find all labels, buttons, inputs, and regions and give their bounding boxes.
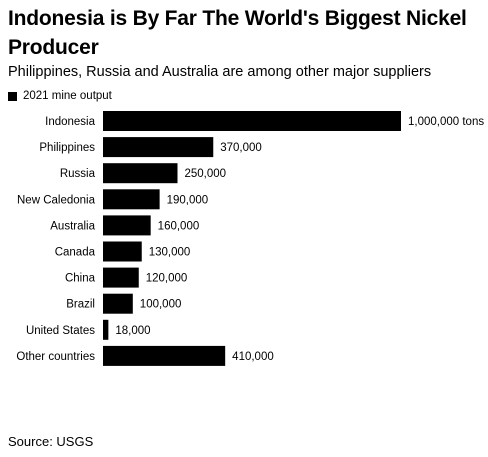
value-label: 130,000: [149, 247, 191, 259]
value-label: 410,000: [232, 351, 274, 363]
category-label: Indonesia: [45, 116, 95, 128]
category-label: Brazil: [66, 299, 95, 311]
category-label: Australia: [50, 220, 95, 232]
category-label: Canada: [55, 247, 96, 259]
legend: 2021 mine output: [8, 89, 112, 103]
value-label: 120,000: [146, 273, 188, 285]
bar: [103, 111, 401, 131]
category-label: New Caledonia: [17, 194, 96, 206]
chart-title: Indonesia is By Far The World's Biggest …: [8, 7, 467, 59]
category-label: Other countries: [16, 351, 95, 363]
category-label: Philippines: [39, 142, 95, 154]
bar: [103, 241, 142, 262]
value-label: 250,000: [185, 168, 227, 180]
bar: [103, 267, 139, 288]
value-label: 160,000: [158, 220, 200, 232]
value-label: 100,000: [140, 299, 182, 311]
bar: [103, 215, 151, 236]
value-label: 1,000,000 tons: [408, 116, 484, 128]
source-note: Source: USGS: [8, 434, 94, 449]
bar: [103, 345, 226, 366]
bar: [103, 137, 214, 158]
bar: [103, 319, 109, 340]
value-label: 190,000: [167, 194, 209, 206]
bar: [103, 189, 160, 210]
bar: [103, 163, 178, 184]
value-label: 370,000: [220, 142, 262, 154]
chart-subtitle: Philippines, Russia and Australia are am…: [8, 64, 432, 80]
legend-swatch: [8, 91, 17, 101]
category-label: United States: [26, 325, 95, 337]
category-label: Russia: [60, 168, 96, 180]
legend-label: 2021 mine output: [23, 90, 112, 102]
value-label: 18,000: [115, 325, 150, 337]
bar: [103, 293, 133, 314]
category-label: China: [65, 273, 96, 285]
